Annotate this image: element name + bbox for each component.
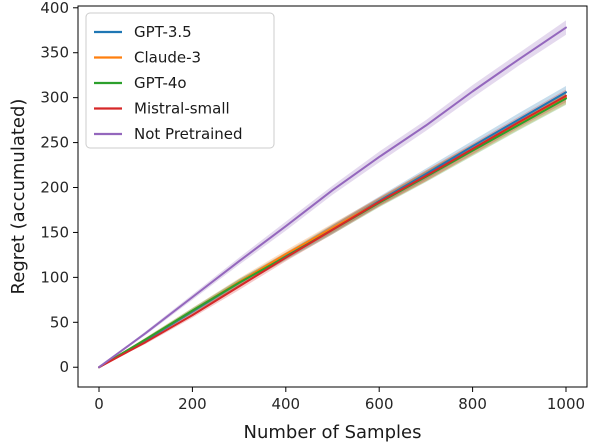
line-mistral-small <box>98 94 567 369</box>
x-tick-label: 400 <box>271 395 300 413</box>
legend-box <box>85 12 275 149</box>
x-tick-label: 1000 <box>547 395 585 413</box>
x-tick-label: 600 <box>365 395 394 413</box>
legend-label-gpt-3-5: GPT-3.5 <box>134 23 192 41</box>
y-tick-label: 300 <box>40 89 69 107</box>
x-tick-label: 0 <box>94 395 104 413</box>
y-tick-label: 0 <box>59 358 69 376</box>
y-tick-label: 150 <box>40 223 69 241</box>
legend-label-not-pretrained: Not Pretrained <box>134 125 243 143</box>
y-axis-label: Regret (accumulated) <box>8 99 29 295</box>
legend-label-gpt-4o: GPT-4o <box>134 74 187 92</box>
y-tick-label: 50 <box>50 313 69 331</box>
legend-label-mistral-small: Mistral-small <box>134 100 230 118</box>
y-tick-label: 350 <box>40 44 69 62</box>
x-tick-label: 200 <box>178 395 207 413</box>
legend-label-claude-3: Claude-3 <box>134 49 201 67</box>
y-axis-ticks: 0 50 100 150 200 250 300 350 400 <box>40 0 78 376</box>
band-not-pretrained <box>99 20 566 368</box>
series-lines <box>98 26 567 369</box>
x-tick-label: 800 <box>458 395 487 413</box>
line-not-pretrained <box>98 26 567 369</box>
plot-frame <box>77 5 588 388</box>
y-tick-label: 250 <box>40 134 69 152</box>
x-axis-ticks: 0 200 400 600 800 1000 <box>94 387 585 413</box>
y-tick-label: 200 <box>40 179 69 197</box>
legend: GPT-3.5 Claude-3 GPT-4o Mistral-small Not Pr… <box>85 12 275 149</box>
x-axis-label: Number of Samples <box>244 422 422 443</box>
y-tick-label: 100 <box>40 268 69 286</box>
y-tick-label: 400 <box>40 0 69 17</box>
